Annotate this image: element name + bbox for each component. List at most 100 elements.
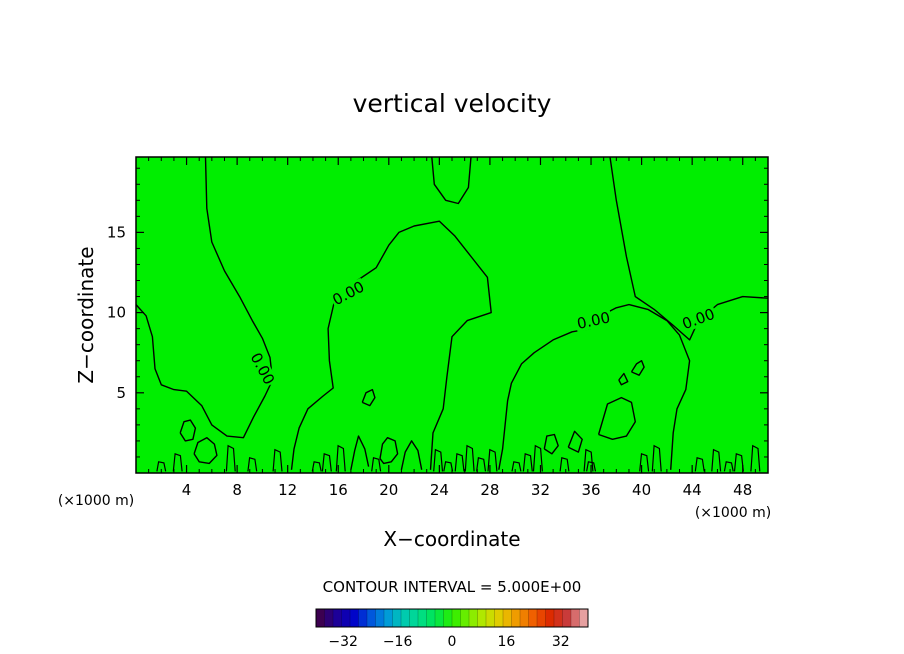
contour-line-surface: [433, 448, 444, 472]
contour-line-surface: [247, 457, 258, 472]
contour-line-surface: [723, 461, 734, 472]
colorbar-swatch: [426, 609, 436, 627]
colorbar-swatch: [384, 609, 393, 627]
contour-line-surface: [371, 457, 382, 472]
colorbar-swatch: [341, 609, 351, 627]
colorbar-swatch: [528, 609, 538, 627]
contour-line-surface: [225, 444, 236, 472]
contour-line-surface: [454, 452, 465, 472]
contour-line: [290, 220, 492, 470]
colorbar-swatch: [452, 609, 461, 627]
contour-line-surface: [272, 448, 283, 472]
x-tick-label: 48: [733, 481, 752, 499]
colorbar-swatch: [316, 609, 325, 627]
colorbar-frame: [315, 608, 589, 628]
colorbar-swatch: [324, 609, 334, 627]
colorbar-swatch: [358, 609, 368, 627]
contour-line-surface: [532, 444, 543, 472]
colorbar-swatch: [401, 609, 410, 627]
x-tick-label: 24: [430, 481, 449, 499]
colorbar-swatch: [503, 609, 512, 627]
contour-line: [597, 396, 636, 440]
x-tick-label: 40: [632, 481, 651, 499]
colorbar-swatch: [392, 609, 402, 627]
x-tick-label: 44: [683, 481, 702, 499]
y-axis-ticks: 5 10 15: [107, 167, 768, 458]
contour-line: [584, 303, 691, 470]
contour-line: [361, 388, 376, 407]
contour-line: [498, 327, 592, 470]
x-tick-label: 16: [329, 481, 348, 499]
contour-line-surface: [586, 461, 597, 472]
contour-line: [618, 372, 629, 386]
y-tick-label: 5: [116, 384, 126, 402]
contour-line: [379, 437, 399, 465]
colorbar-tick-label: −32: [328, 634, 358, 650]
colorbar-swatch: [418, 609, 427, 627]
colorbar-swatch: [477, 609, 487, 627]
y-axis-label: Z−coordinate: [74, 246, 98, 383]
contour-line: [630, 360, 645, 376]
contour-interval: CONTOUR INTERVAL = 5.000E+00: [323, 578, 582, 596]
colorbar-swatch: [469, 609, 478, 627]
colorbar-swatch: [409, 609, 419, 627]
contour-line-surface: [476, 457, 487, 472]
x-tick-label: 12: [278, 481, 297, 499]
colorbar-swatch: [571, 609, 580, 627]
colorbar-ticks: −32 −16 0 16 32: [328, 634, 569, 650]
colorbar-swatch: [554, 609, 563, 627]
contour-label-bg: [246, 349, 278, 389]
colorbar-swatch: [520, 609, 529, 627]
contour-line-surface: [321, 452, 332, 472]
contour-lines: [135, 156, 769, 472]
x-axis-unit: (×1000 m): [695, 505, 771, 521]
contour-line-surface: [639, 452, 650, 472]
colorbar-swatch: [375, 609, 385, 627]
contour-line-surface: [694, 457, 705, 472]
contour-line: [543, 433, 559, 455]
contour-line: [179, 419, 197, 442]
colorbar-tick-label: 32: [552, 634, 570, 650]
x-tick-label: 28: [480, 481, 499, 499]
chart-title: vertical velocity: [353, 89, 552, 118]
colorbar-swatch: [562, 609, 572, 627]
colorbar-swatch: [333, 609, 342, 627]
colorbar-swatch: [367, 609, 376, 627]
contour-line-surface: [711, 448, 722, 472]
colorbar-swatch: [537, 609, 546, 627]
y-tick-label: 15: [107, 223, 126, 241]
contour-line: [193, 437, 218, 465]
contour-line-surface: [443, 461, 454, 472]
colorbar-swatch: [435, 609, 444, 627]
colorbar-tick-label: 16: [497, 634, 515, 650]
contour-line-surface: [651, 444, 662, 472]
contour-line: [400, 440, 423, 470]
z-axis-unit: (×1000 m): [58, 493, 134, 509]
contour-label-bg: [678, 305, 719, 333]
colorbar-tick-label: 0: [448, 634, 457, 650]
x-axis-ticks: 4 8 12 16 20 24 28 32 36 40 44 48: [148, 157, 756, 499]
x-tick-label: 20: [379, 481, 398, 499]
contour-line-surface: [172, 452, 183, 472]
x-tick-label: 8: [232, 481, 242, 499]
contour-line: [135, 156, 274, 439]
contour-line-surface: [522, 452, 533, 472]
contour-line-surface: [487, 448, 498, 472]
colorbar-swatch: [579, 609, 589, 627]
velocity-field: [136, 157, 768, 473]
contour-line: [431, 156, 472, 205]
contour-line-surface: [511, 461, 522, 472]
x-tick-label: 4: [182, 481, 192, 499]
contour-line: [350, 435, 370, 470]
contour-line-surface: [311, 461, 322, 472]
contour-label-bg: [328, 277, 369, 309]
colorbar-swatch: [486, 609, 495, 627]
contour-line-surface: [156, 461, 167, 472]
x-tick-label: 36: [581, 481, 600, 499]
x-tick-label: 32: [531, 481, 550, 499]
contour-line-surface: [464, 444, 475, 472]
contour-line: [609, 156, 769, 341]
colorbar-tick-label: −16: [383, 634, 413, 650]
colorbar-swatch: [545, 609, 555, 627]
